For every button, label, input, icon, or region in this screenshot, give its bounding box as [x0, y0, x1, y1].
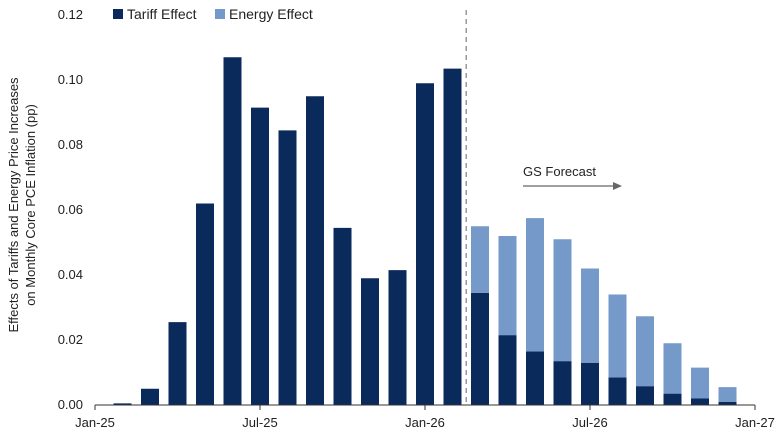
- y-tick-label: 0.12: [58, 7, 83, 22]
- bar-tariff-Nov-25: [361, 278, 379, 405]
- bar-energy-Jun-26: [553, 239, 572, 362]
- bar-tariff-Aug-25: [278, 130, 297, 405]
- bar-energy-Nov-26: [691, 367, 709, 399]
- bar-energy-May-26: [526, 218, 544, 352]
- bar-energy-Mar-26: [471, 226, 489, 293]
- bar-tariff-Apr-25: [168, 322, 187, 405]
- forecast-arrow-icon: [613, 182, 622, 190]
- bar-tariff-Oct-26: [663, 393, 682, 405]
- bar-tariff-Dec-25: [388, 270, 407, 405]
- legend: Tariff Effect Energy Effect: [113, 6, 313, 22]
- legend-label-energy: Energy Effect: [229, 6, 313, 22]
- bar-tariff-Feb-25: [113, 403, 132, 405]
- y-axis-title-line-1: Effects of Tariffs and Energy Price Incr…: [6, 77, 21, 333]
- bar-tariff-Feb-26: [443, 68, 462, 405]
- y-tick-label: 0.08: [58, 137, 83, 152]
- bar-energy-Oct-26: [663, 343, 682, 394]
- bar-tariff-Dec-26: [718, 401, 737, 405]
- bar-tariff-Jan-26: [416, 83, 434, 405]
- bar-tariff-Aug-26: [608, 377, 627, 405]
- forecast-annotation: GS Forecast: [523, 164, 622, 190]
- x-axis: Jan-25 Jul-25 Jan-26 Jul-26 Jan-27: [75, 405, 775, 430]
- bar-energy-Apr-26: [498, 236, 517, 336]
- y-tick-label: 0.00: [58, 397, 83, 412]
- bar-tariff-Oct-25: [333, 227, 352, 405]
- bar-tariff-Jul-25: [251, 107, 269, 405]
- bar-tariff-Sep-26: [636, 386, 654, 405]
- forecast-annotation-label: GS Forecast: [523, 164, 596, 179]
- x-tick-label: Jul-26: [572, 415, 607, 430]
- y-tick-label: 0.10: [58, 72, 83, 87]
- bar-energy-Sep-26: [636, 316, 654, 387]
- bar-energy-Dec-26: [718, 387, 737, 402]
- x-tick-label: Jan-25: [75, 415, 115, 430]
- x-tick-label: Jan-27: [735, 415, 775, 430]
- bar-tariff-Jul-26: [581, 362, 599, 405]
- bars: [113, 57, 737, 405]
- bar-tariff-Sep-25: [306, 96, 324, 405]
- y-axis: 0.00 0.02 0.04 0.06 0.08 0.10 0.12: [58, 7, 83, 412]
- legend-swatch-energy: [215, 9, 225, 19]
- x-tick-label: Jul-25: [242, 415, 277, 430]
- bar-tariff-Mar-26: [471, 292, 489, 405]
- bar-energy-Aug-26: [608, 294, 627, 378]
- bar-tariff-Nov-26: [691, 398, 709, 405]
- x-tick-label: Jan-26: [405, 415, 445, 430]
- bar-tariff-Jun-26: [553, 361, 572, 405]
- bar-tariff-Mar-25: [141, 388, 159, 405]
- bar-tariff-May-25: [196, 203, 214, 405]
- y-tick-label: 0.04: [58, 267, 83, 282]
- bar-tariff-Jun-25: [223, 57, 242, 405]
- y-tick-label: 0.06: [58, 202, 83, 217]
- y-axis-title: Effects of Tariffs and Energy Price Incr…: [6, 77, 38, 333]
- y-tick-label: 0.02: [58, 332, 83, 347]
- bar-tariff-Apr-26: [498, 335, 517, 405]
- legend-swatch-tariff: [113, 9, 123, 19]
- y-axis-title-line-2: on Monthly Core PCE Inflation (pp): [23, 104, 38, 306]
- bar-energy-Jul-26: [581, 268, 599, 363]
- bar-tariff-May-26: [526, 351, 544, 405]
- legend-label-tariff: Tariff Effect: [127, 6, 197, 22]
